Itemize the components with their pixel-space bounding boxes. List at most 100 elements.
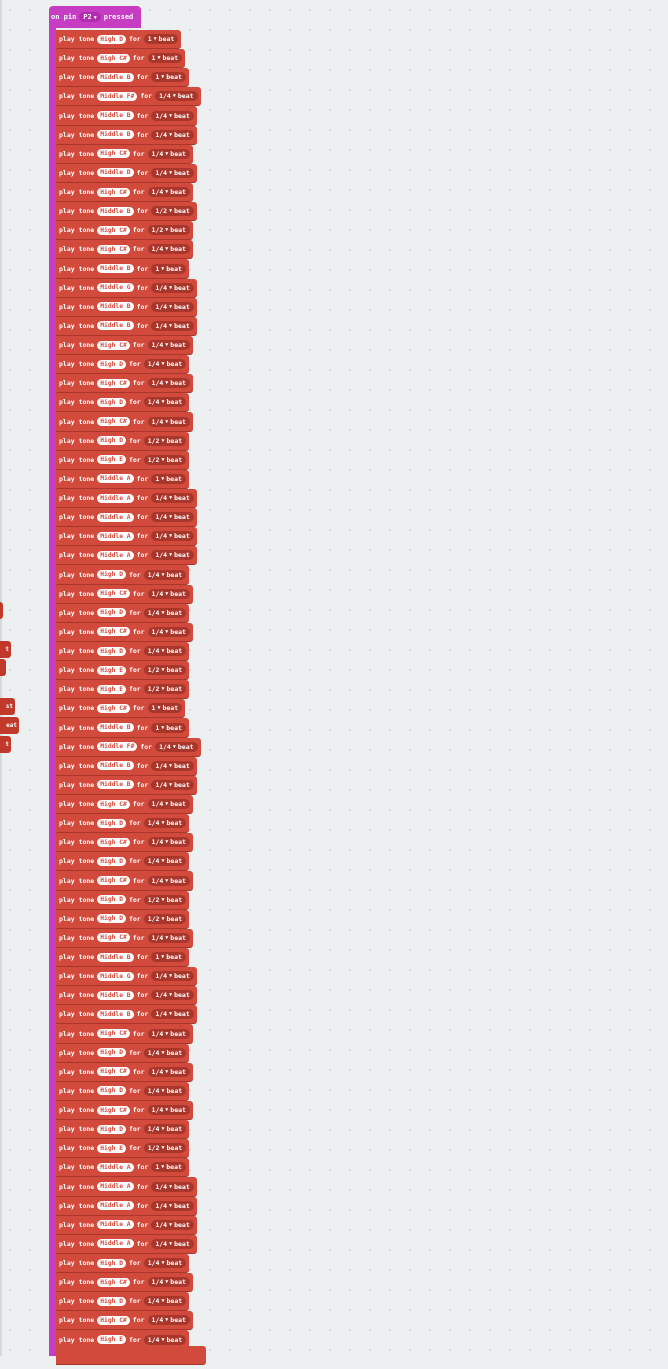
beat-dropdown[interactable]: 1/4 ▼ beat [151,167,194,178]
offscreen-block[interactable]: t [0,641,11,658]
note-picker[interactable]: High C# [97,703,130,713]
beat-dropdown[interactable]: 1/4 ▼ beat [143,607,187,618]
offscreen-block[interactable]: eat [0,717,19,734]
beat-dropdown[interactable]: 1/4 ▼ beat [147,932,190,943]
note-picker[interactable]: High D [97,608,126,618]
beat-dropdown[interactable]: 1/4 ▼ beat [155,91,198,102]
play-tone-block[interactable]: play tone High C# for 1/4 ▼ beat [56,240,193,260]
play-tone-block[interactable]: play tone High C# for 1/4 ▼ beat [56,144,193,164]
note-picker[interactable]: Middle A [97,512,134,522]
note-picker[interactable]: Middle F# [97,91,138,101]
beat-dropdown[interactable]: 1/4 ▼ beat [147,378,190,389]
play-tone-block[interactable]: play tone High C# for 1/4 ▼ beat [56,374,193,394]
beat-dropdown[interactable]: 1/2 ▼ beat [151,206,194,217]
beat-dropdown[interactable]: 1 ▼ beat [147,703,183,714]
pin-dropdown[interactable]: P2 ▼ [79,12,101,22]
beat-dropdown[interactable]: 1 ▼ beat [151,722,186,733]
note-picker[interactable]: High D [97,397,126,407]
note-picker[interactable]: High C# [97,340,130,350]
beat-dropdown[interactable]: 1 ▼ beat [151,263,186,274]
beat-dropdown[interactable]: 1/4 ▼ beat [151,493,194,503]
note-picker[interactable]: High C# [97,53,130,63]
note-picker[interactable]: High D [97,436,126,446]
beat-dropdown[interactable]: 1/4 ▼ beat [151,1219,194,1230]
beat-dropdown[interactable]: 1/4 ▼ beat [143,1047,187,1058]
beat-dropdown[interactable]: 1/4 ▼ beat [143,856,187,867]
beat-dropdown[interactable]: 1/4 ▼ beat [151,129,194,140]
note-picker[interactable]: High D [97,1124,126,1134]
beat-dropdown[interactable]: 1/4 ▼ beat [147,1028,190,1039]
play-tone-block[interactable]: play tone High C# for 1/4 ▼ beat [56,622,193,642]
beat-dropdown[interactable]: 1/4 ▼ beat [147,244,190,255]
beat-dropdown[interactable]: 1/4 ▼ beat [147,340,190,350]
note-picker[interactable]: High D [97,1258,126,1268]
beat-dropdown[interactable]: 1 ▼ beat [151,72,186,83]
play-tone-block[interactable]: play tone High C# for 1/4 ▼ beat [56,1062,193,1082]
beat-dropdown[interactable]: 1/4 ▼ beat [147,1066,190,1077]
beat-dropdown[interactable]: 1 ▼ beat [143,34,179,44]
beat-dropdown[interactable]: 1/2 ▼ beat [143,894,187,905]
beat-dropdown[interactable]: 1/4 ▼ beat [151,779,194,790]
note-picker[interactable]: Middle A [97,550,134,560]
note-picker[interactable]: Middle B [97,130,134,140]
play-tone-block[interactable]: play tone High C# for 1/4 ▼ beat [56,928,193,948]
play-tone-block[interactable]: play tone High C# for 1/4 ▼ beat [56,1100,193,1121]
note-picker[interactable]: High E [97,665,126,675]
note-picker[interactable]: High D [97,359,126,369]
note-picker[interactable]: Middle A [97,1162,134,1172]
beat-dropdown[interactable]: 1/4 ▼ beat [151,531,194,542]
note-picker[interactable]: High E [97,1335,126,1344]
beat-dropdown[interactable]: 1/4 ▼ beat [151,512,194,523]
note-picker[interactable]: Middle B [97,321,134,331]
note-picker[interactable]: High D [97,856,126,866]
note-picker[interactable]: High C# [97,1067,130,1077]
play-tone-block[interactable]: play tone High C# for 1 ▼ beat [56,49,186,69]
play-tone-block[interactable]: play tone Middle F# for 1/4 ▼ beat [56,87,201,107]
beat-dropdown[interactable]: 1/4 ▼ beat [151,550,194,561]
beat-dropdown[interactable]: 1/2 ▼ beat [143,1143,187,1154]
play-tone-block[interactable]: play tone High C# for 1/4 ▼ beat [56,412,193,432]
note-picker[interactable]: High D [97,646,126,656]
offscreen-block[interactable] [0,602,3,619]
note-picker[interactable]: High D [97,914,126,924]
play-tone-block[interactable]: play tone High C# for 1/4 ▼ beat [56,182,193,203]
note-picker[interactable]: Middle B [97,302,134,312]
note-picker[interactable]: Middle A [97,1239,134,1249]
note-picker[interactable]: Middle B [97,952,134,962]
beat-dropdown[interactable]: 1/4 ▼ beat [151,110,194,121]
note-picker[interactable]: Middle F# [97,742,138,752]
play-tone-block[interactable] [56,1345,206,1365]
beat-dropdown[interactable]: 1/4 ▼ beat [151,1181,194,1192]
note-picker[interactable]: Middle B [97,761,134,771]
note-picker[interactable]: Middle B [97,264,134,273]
play-tone-block[interactable]: play tone High C# for 1/4 ▼ beat [56,871,193,891]
note-picker[interactable]: Middle A [97,531,134,541]
offscreen-block[interactable] [0,659,6,676]
note-picker[interactable]: High C# [97,244,130,254]
note-picker[interactable]: Middle B [97,72,134,82]
beat-dropdown[interactable]: 1/4 ▼ beat [151,990,194,1001]
play-tone-block[interactable]: play tone High C# for 1/4 ▼ beat [56,1024,193,1044]
beat-dropdown[interactable]: 1/4 ▼ beat [143,1085,187,1096]
